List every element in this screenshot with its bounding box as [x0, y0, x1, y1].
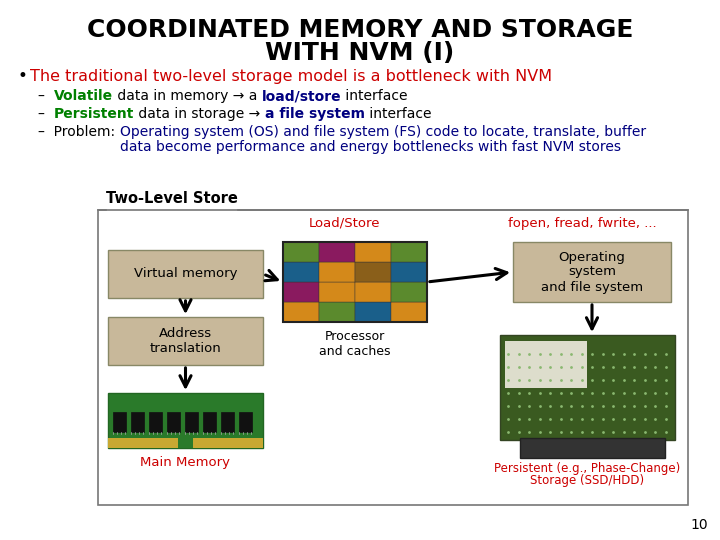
Bar — [520, 438, 665, 458]
Bar — [355, 302, 391, 322]
Bar — [391, 302, 427, 322]
Text: COORDINATED MEMORY AND STORAGE: COORDINATED MEMORY AND STORAGE — [87, 18, 633, 42]
Text: 10: 10 — [690, 518, 708, 532]
Bar — [131, 412, 144, 432]
Text: load/store: load/store — [261, 89, 341, 103]
Text: –  Problem:: – Problem: — [38, 125, 120, 139]
Bar — [113, 412, 126, 432]
Bar — [98, 210, 688, 505]
Bar — [108, 438, 263, 448]
Bar — [283, 302, 319, 322]
FancyBboxPatch shape — [513, 242, 671, 302]
Text: Persistent: Persistent — [53, 107, 134, 121]
Text: Load/Store: Load/Store — [310, 217, 381, 230]
Text: fopen, fread, fwrite, ...: fopen, fread, fwrite, ... — [508, 217, 657, 230]
Bar — [185, 412, 198, 432]
Bar — [319, 242, 355, 262]
Text: –: – — [38, 89, 53, 103]
Bar — [319, 282, 355, 302]
Text: –  Problem:: – Problem: — [38, 125, 120, 139]
Bar — [500, 335, 675, 440]
Text: Address
translation: Address translation — [150, 327, 221, 355]
Bar — [355, 282, 391, 302]
Text: –: – — [38, 107, 53, 121]
Bar — [149, 412, 162, 432]
Bar — [391, 282, 427, 302]
Text: Main Memory: Main Memory — [140, 456, 230, 469]
Text: Persistent (e.g., Phase-Change): Persistent (e.g., Phase-Change) — [495, 462, 680, 475]
Bar — [283, 262, 319, 282]
Text: Volatile: Volatile — [53, 89, 113, 103]
Text: data in storage →: data in storage → — [134, 107, 265, 121]
Text: Virtual memory: Virtual memory — [134, 267, 238, 280]
Text: interface: interface — [364, 107, 431, 121]
Text: •: • — [18, 67, 28, 85]
Bar — [283, 282, 319, 302]
Text: Two-Level Store: Two-Level Store — [106, 191, 238, 206]
Bar — [239, 412, 252, 432]
Bar — [203, 412, 216, 432]
Text: interface: interface — [341, 89, 408, 103]
Text: WITH NVM (I): WITH NVM (I) — [266, 41, 454, 65]
Bar — [221, 412, 234, 432]
Text: Processor
and caches: Processor and caches — [319, 330, 391, 358]
Text: data become performance and energy bottlenecks with fast NVM stores: data become performance and energy bottl… — [120, 140, 621, 154]
Bar — [178, 438, 193, 448]
Bar — [391, 262, 427, 282]
Text: Storage (SSD/HDD): Storage (SSD/HDD) — [531, 474, 644, 487]
Text: The traditional two-level storage model is a bottleneck with NVM: The traditional two-level storage model … — [30, 69, 552, 84]
Text: a file system: a file system — [265, 107, 364, 121]
FancyBboxPatch shape — [108, 250, 263, 298]
Bar — [319, 302, 355, 322]
Text: Operating
system
and file system: Operating system and file system — [541, 251, 643, 294]
Bar — [505, 341, 587, 388]
Bar — [355, 262, 391, 282]
Text: data in memory → a: data in memory → a — [113, 89, 261, 103]
FancyBboxPatch shape — [108, 317, 263, 365]
Bar — [391, 242, 427, 262]
Bar — [355, 242, 391, 262]
Bar — [283, 242, 427, 322]
Bar — [108, 393, 263, 448]
Text: Operating system (OS) and file system (FS) code to locate, translate, buffer: Operating system (OS) and file system (F… — [120, 125, 646, 139]
Bar — [319, 262, 355, 282]
Bar — [283, 242, 319, 262]
Bar — [167, 412, 180, 432]
